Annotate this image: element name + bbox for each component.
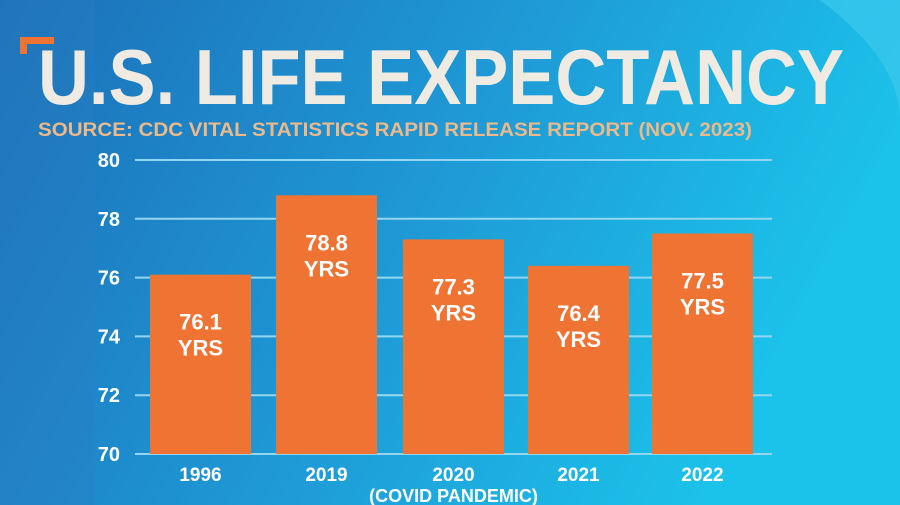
y-tick-label: 76: [98, 268, 120, 290]
bar-unit-label: YRS: [556, 327, 601, 352]
y-tick-label: 70: [98, 444, 120, 466]
bar: [276, 195, 377, 454]
chart-subtitle: SOURCE: CDC VITAL STATISTICS RAPID RELEA…: [38, 120, 752, 141]
x-tick-label: 2019: [305, 465, 347, 486]
x-tick-label: 2020: [432, 465, 474, 486]
y-tick-label: 78: [98, 209, 120, 231]
x-tick-label: 2021: [557, 465, 600, 486]
bar-value-label: 76.1: [179, 310, 222, 335]
chart-title: U.S. LIFE EXPECTANCY: [38, 33, 844, 121]
bar: [652, 233, 753, 454]
bar-value-label: 78.8: [305, 230, 348, 255]
decorative-arc: [820, 0, 900, 120]
x-tick-label: 1996: [179, 465, 221, 486]
bar-value-label: 77.3: [432, 274, 475, 299]
bar-value-label: 76.4: [557, 301, 601, 326]
y-tick-label: 80: [98, 150, 120, 172]
bar-unit-label: YRS: [431, 300, 476, 325]
x-tick-note: (COVID PANDEMIC): [369, 486, 538, 505]
bar: [150, 274, 251, 454]
y-tick-label: 74: [98, 326, 121, 348]
corner-bracket-icon: [20, 37, 54, 54]
bar-unit-label: YRS: [680, 295, 725, 320]
y-tick-label: 72: [98, 385, 120, 407]
bar-unit-label: YRS: [304, 256, 349, 281]
x-tick-label: 2022: [681, 465, 723, 486]
bar: [403, 239, 504, 454]
left-shade: [0, 0, 95, 505]
bar: [528, 265, 629, 454]
bar-value-label: 77.5: [681, 269, 724, 294]
bar-unit-label: YRS: [178, 336, 223, 361]
